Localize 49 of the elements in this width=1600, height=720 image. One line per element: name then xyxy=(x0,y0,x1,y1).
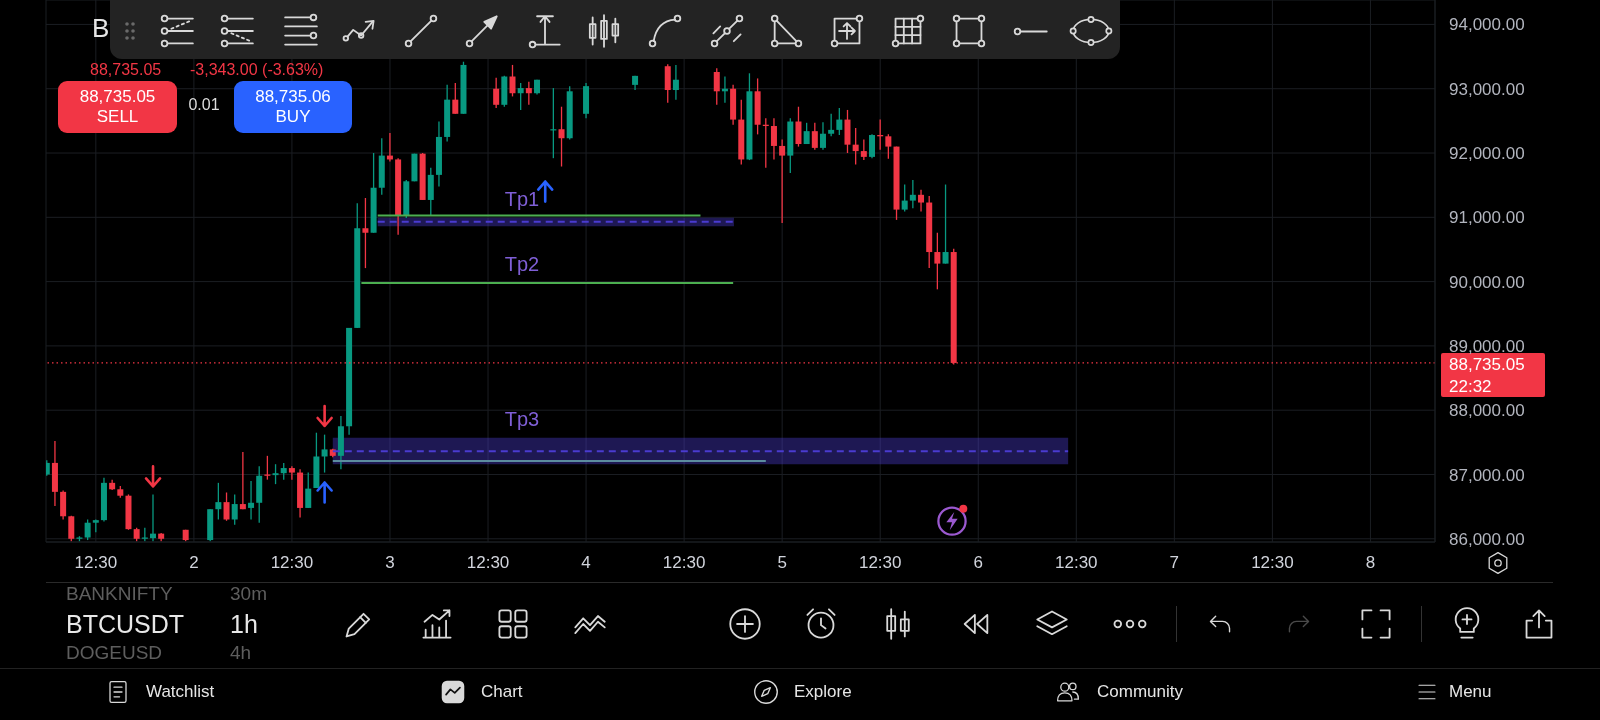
annotation: -3,343.00 (-3.63%) xyxy=(190,60,324,80)
x-tick-label: 7 xyxy=(1169,553,1180,573)
y-tick-label: 86,000.00 xyxy=(1449,529,1525,549)
x-tick-label: 12:30 xyxy=(466,553,510,573)
series-label: Tp3 xyxy=(504,407,540,430)
annotation: 0.01 xyxy=(188,95,220,115)
series-label: Tp1 xyxy=(504,187,540,210)
y-tick-label: 89,000.00 xyxy=(1449,336,1525,356)
text: Chart xyxy=(481,681,523,703)
x-tick-label: 6 xyxy=(973,553,983,573)
y-tick-label: 92,000.00 xyxy=(1449,144,1525,164)
text: 1h xyxy=(230,609,258,639)
text: DOGEUSD xyxy=(66,641,163,665)
text: 4h xyxy=(230,641,252,665)
x-tick-label: 12:30 xyxy=(270,553,314,573)
buy-button: 88,735.06 BUY xyxy=(234,81,352,133)
text: Menu xyxy=(1449,681,1492,703)
text: 30m xyxy=(230,582,267,606)
x-tick-label: 12:30 xyxy=(858,553,902,573)
sell-button: 88,735.05 SELL xyxy=(58,81,177,133)
text: Watchlist xyxy=(146,681,215,703)
text: BTCUSDT xyxy=(66,609,185,639)
x-tick-label: 3 xyxy=(385,553,395,573)
x-tick-label: 8 xyxy=(1365,553,1376,573)
y-tick-label: 88,000.00 xyxy=(1449,401,1525,421)
x-tick-label: 12:30 xyxy=(662,553,706,573)
y-tick-label: 91,000.00 xyxy=(1449,208,1525,228)
x-tick-label: 12:30 xyxy=(74,553,118,573)
annotation: SELL xyxy=(96,107,139,128)
series-label: Tp2 xyxy=(504,252,540,275)
y-tick-label: 87,000.00 xyxy=(1449,465,1525,485)
annotation: BUY xyxy=(275,107,311,128)
annotation: 88,735.05 xyxy=(90,60,162,80)
annotation: 88,735.06 xyxy=(255,86,331,107)
text: BANKNIFTY xyxy=(66,582,173,606)
ref-line-label: 88,735.05 xyxy=(1449,354,1525,374)
annotation: 88,735.05 xyxy=(79,86,156,107)
x-tick-label: 2 xyxy=(189,553,199,573)
text: Community xyxy=(1097,681,1183,703)
x-tick-label: 12:30 xyxy=(1055,553,1098,573)
text: 22:32 xyxy=(1449,376,1492,396)
text: Explore xyxy=(794,681,852,703)
x-tick-label: 4 xyxy=(581,553,591,573)
text: B xyxy=(92,13,110,45)
y-tick-label: 93,000.00 xyxy=(1449,79,1525,99)
y-tick-label: 90,000.00 xyxy=(1449,272,1525,292)
x-tick-label: 12:30 xyxy=(1251,553,1294,573)
y-tick-label: 94,000.00 xyxy=(1449,15,1525,35)
x-tick-label: 5 xyxy=(777,553,787,573)
